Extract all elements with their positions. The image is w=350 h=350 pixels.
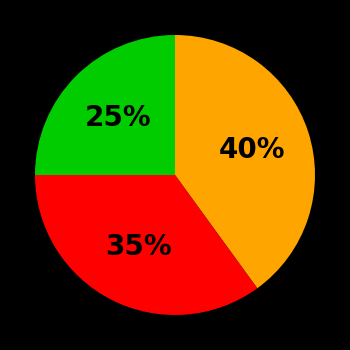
Text: 25%: 25% (84, 104, 151, 132)
Wedge shape (35, 35, 175, 175)
Text: 35%: 35% (105, 233, 172, 261)
Wedge shape (175, 35, 315, 288)
Wedge shape (35, 175, 257, 315)
Text: 40%: 40% (219, 136, 286, 164)
